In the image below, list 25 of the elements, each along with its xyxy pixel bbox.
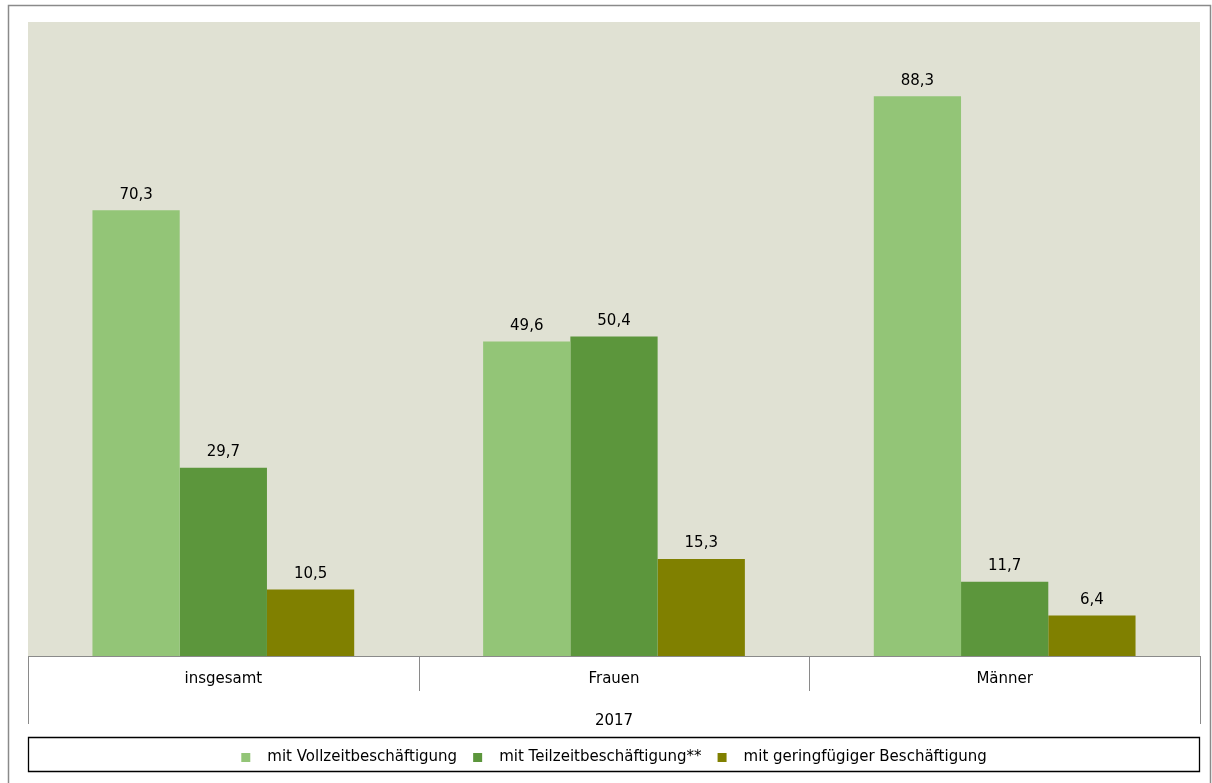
data-label: 29,7	[206, 442, 241, 461]
bar	[961, 581, 1049, 656]
bar	[570, 336, 658, 656]
bar	[179, 467, 267, 656]
bar	[873, 96, 962, 656]
data-label: 50,4	[597, 310, 631, 329]
data-label: 15,3	[684, 533, 718, 552]
data-label: 70,3	[119, 184, 153, 203]
legend-label: mit Vollzeitbeschäftigung	[257, 747, 458, 766]
bar	[92, 210, 180, 656]
x-tick-label: insgesamt	[184, 668, 263, 687]
x-tick-label: Männer	[976, 668, 1034, 687]
data-label: 10,5	[293, 563, 328, 582]
x-axis-title: 2017	[594, 710, 634, 729]
data-label: 11,7	[987, 556, 1022, 575]
data-label: 49,6	[510, 315, 544, 334]
bar	[266, 589, 355, 656]
x-tick-label: Frauen	[588, 668, 640, 687]
bar	[483, 341, 571, 656]
legend-label: mit geringfügiger Beschäftigung	[734, 747, 987, 766]
data-label: 88,3	[900, 70, 935, 89]
data-label: 6,4	[1079, 589, 1104, 608]
legend-label: mit Teilzeitbeschäftigung**	[489, 747, 703, 766]
bar	[1048, 615, 1136, 656]
bar	[657, 559, 745, 656]
